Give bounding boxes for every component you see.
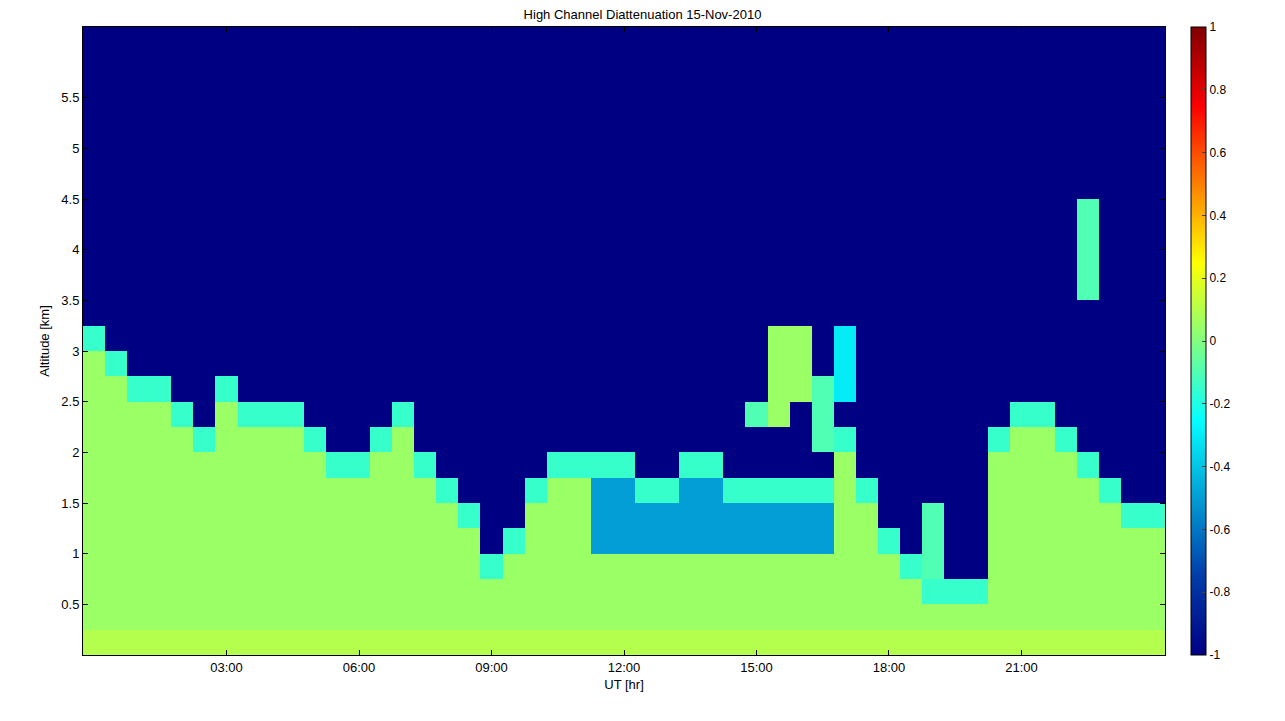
svg-text:2.5: 2.5 xyxy=(61,394,79,409)
svg-text:-0.6: -0.6 xyxy=(1209,523,1230,537)
svg-text:-0.8: -0.8 xyxy=(1209,585,1230,599)
svg-text:06:00: 06:00 xyxy=(343,660,376,675)
svg-text:12:00: 12:00 xyxy=(608,660,641,675)
svg-text:1.5: 1.5 xyxy=(61,496,79,511)
svg-text:4: 4 xyxy=(72,242,79,257)
svg-text:1: 1 xyxy=(1209,20,1216,34)
svg-text:15:00: 15:00 xyxy=(740,660,773,675)
svg-text:1: 1 xyxy=(72,546,79,561)
svg-text:03:00: 03:00 xyxy=(210,660,243,675)
svg-text:Altitude [km]: Altitude [km] xyxy=(37,305,52,377)
svg-text:3: 3 xyxy=(72,344,79,359)
svg-text:0.2: 0.2 xyxy=(1209,271,1226,285)
svg-text:-1: -1 xyxy=(1209,648,1220,662)
svg-text:0.6: 0.6 xyxy=(1209,146,1226,160)
svg-text:5.5: 5.5 xyxy=(61,90,79,105)
svg-text:0.5: 0.5 xyxy=(61,597,79,612)
svg-text:0.8: 0.8 xyxy=(1209,83,1226,97)
svg-text:-0.4: -0.4 xyxy=(1209,460,1230,474)
svg-text:18:00: 18:00 xyxy=(873,660,906,675)
svg-text:UT [hr]: UT [hr] xyxy=(604,677,644,692)
svg-text:09:00: 09:00 xyxy=(475,660,508,675)
svg-text:5: 5 xyxy=(72,141,79,156)
svg-text:0.4: 0.4 xyxy=(1209,209,1226,223)
svg-text:-0.2: -0.2 xyxy=(1209,397,1230,411)
svg-text:3.5: 3.5 xyxy=(61,293,79,308)
svg-text:4.5: 4.5 xyxy=(61,192,79,207)
svg-text:2: 2 xyxy=(72,445,79,460)
svg-text:21:00: 21:00 xyxy=(1005,660,1038,675)
svg-text:0: 0 xyxy=(1209,334,1216,348)
svg-text:High Channel Diattenuation 15-: High Channel Diattenuation 15-Nov-2010 xyxy=(524,7,762,22)
